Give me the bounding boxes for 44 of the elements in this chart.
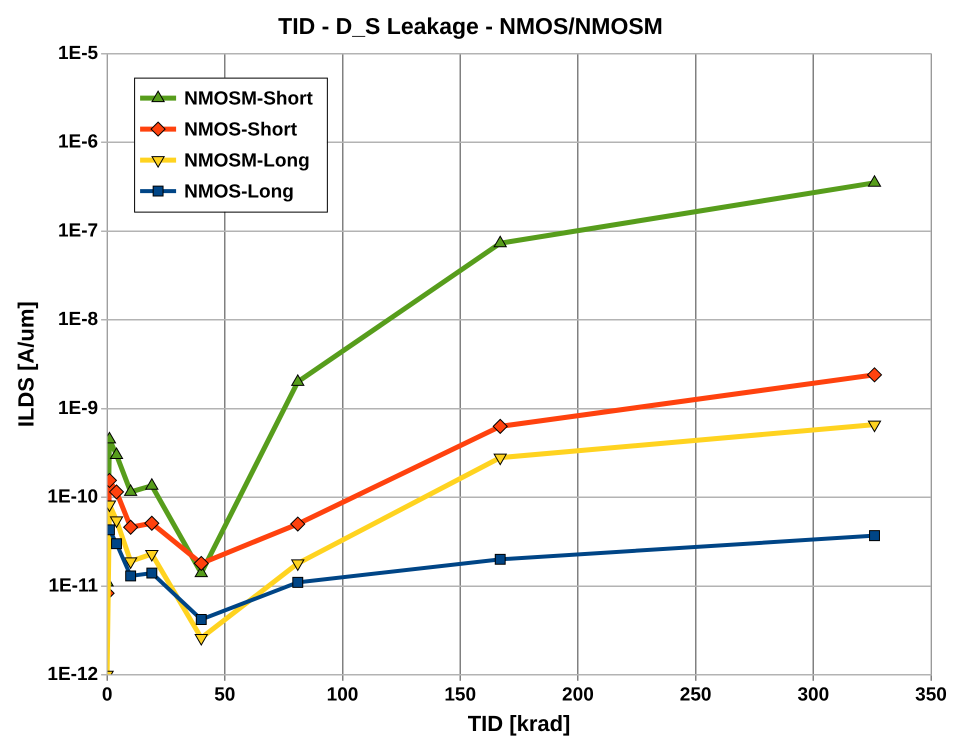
legend-label: NMOS-Short (184, 119, 298, 140)
point (123, 520, 138, 535)
point (194, 634, 208, 646)
point (109, 484, 124, 500)
point (868, 175, 882, 187)
x-tick-label: 150 (444, 684, 476, 706)
point (292, 576, 304, 588)
y-tick-label: 1E-5 (58, 42, 99, 64)
point (194, 556, 209, 571)
point (290, 516, 306, 532)
x-tick-label: 350 (915, 684, 947, 706)
point (291, 374, 304, 386)
x-tick-label: 200 (562, 684, 594, 706)
y-tick-label: 1E-7 (58, 220, 98, 242)
legend-label: NMOSM-Long (184, 150, 310, 172)
legend-label: NMOS-Long (184, 181, 294, 202)
point (145, 478, 158, 490)
point (867, 367, 882, 382)
point (869, 530, 880, 542)
point (111, 538, 122, 550)
x-tick-label: 250 (680, 684, 712, 706)
y-tick-label: 1E-10 (47, 486, 98, 508)
point (196, 614, 207, 625)
point (146, 568, 158, 579)
y-tick-label: 1E-9 (58, 398, 98, 419)
y-tick-label: 1E-12 (47, 664, 98, 686)
point (494, 554, 506, 565)
legend-label: NMOSM-Short (184, 88, 314, 110)
chart-title: TID - D_S Leakage - NMOS/NMOSM (278, 13, 663, 40)
x-tick-label: 50 (214, 684, 236, 706)
point (110, 447, 124, 459)
x-tick-label: 100 (326, 684, 358, 706)
y-tick-label: 1E-8 (58, 309, 98, 330)
y-axis-title: ILDS [A/um] (13, 301, 38, 428)
point (494, 236, 507, 248)
y-tick-label: 1E-11 (48, 575, 99, 596)
point (125, 570, 136, 582)
y-tick-label: 1E-6 (58, 132, 98, 153)
point (144, 516, 160, 531)
x-tick-label: 300 (797, 684, 830, 706)
point (124, 484, 138, 496)
point (492, 418, 508, 434)
x-axis-title: TID [krad] (468, 710, 570, 736)
x-tick-label: 0 (102, 684, 112, 706)
